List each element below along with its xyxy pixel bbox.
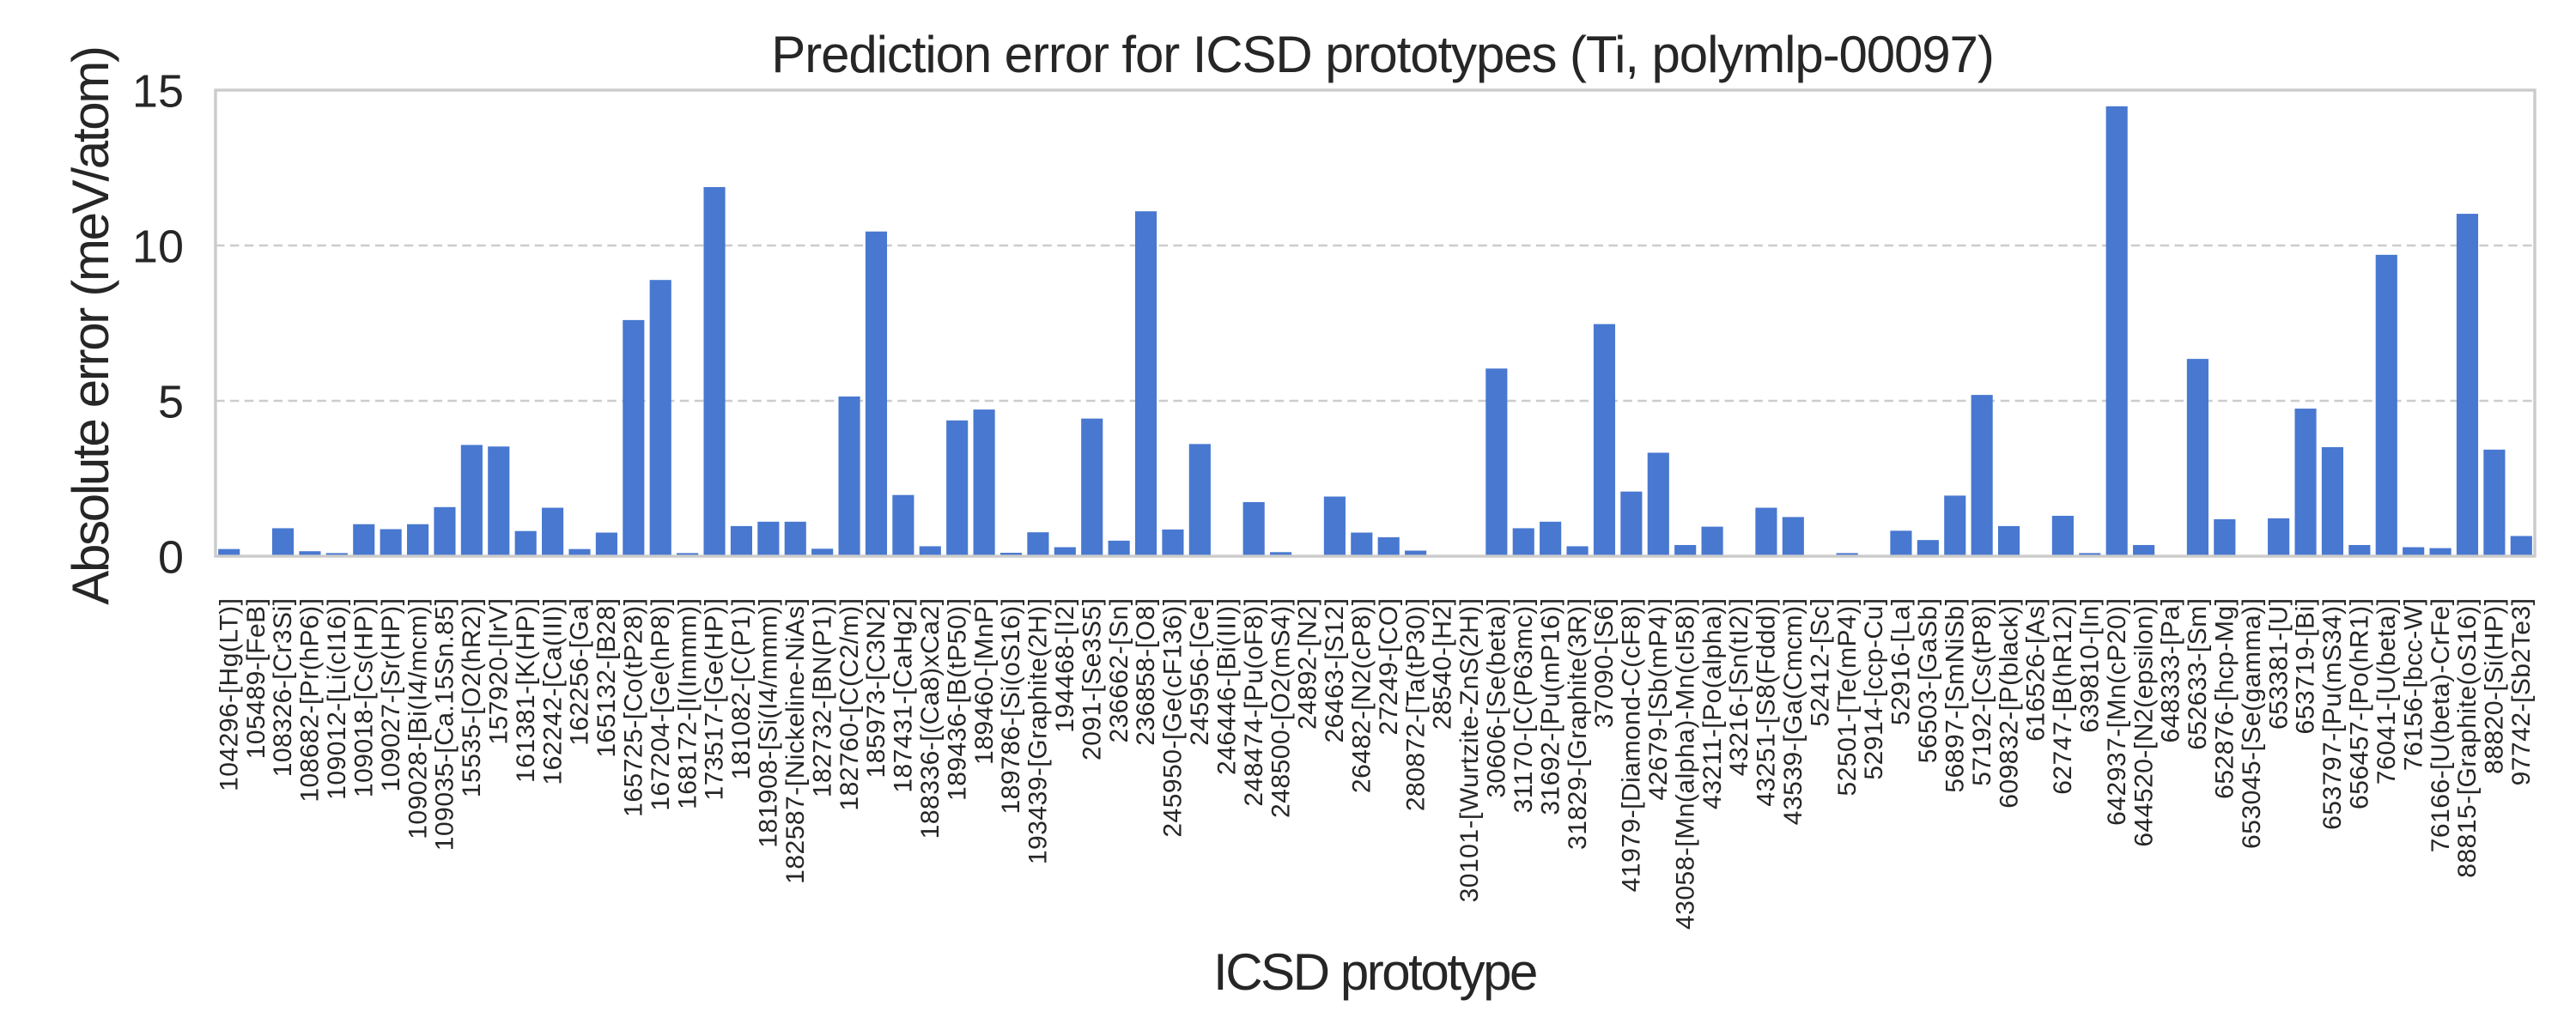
svg-text:109035-[Ca.15Sn.85]: 109035-[Ca.15Sn.85] (431, 598, 459, 851)
svg-text:182732-[BN(P1)]: 182732-[BN(P1)] (808, 598, 836, 798)
svg-text:52914-[ccp-Cu]: 52914-[ccp-Cu] (1860, 598, 1888, 780)
svg-text:653381-[U]: 653381-[U] (2264, 598, 2293, 730)
svg-text:41979-[Diamond-C(cF8)]: 41979-[Diamond-C(cF8)] (1618, 598, 1646, 893)
svg-text:236858-[O8]: 236858-[O8] (1132, 598, 1160, 746)
svg-text:653045-[Se(gamma)]: 653045-[Se(gamma)] (2238, 598, 2266, 849)
svg-text:43539-[Ga(Cmcm)]: 43539-[Ga(Cmcm)] (1779, 598, 1807, 826)
svg-text:639810-[In]: 639810-[In] (2075, 598, 2104, 733)
svg-text:37090-[S6]: 37090-[S6] (1590, 598, 1619, 729)
svg-text:15: 15 (132, 66, 184, 118)
svg-text:26463-[S12]: 26463-[S12] (1321, 598, 1349, 743)
svg-text:0: 0 (158, 532, 184, 584)
svg-text:31170-[C(P63mc)]: 31170-[C(P63mc)] (1510, 598, 1538, 814)
svg-text:56897-[SmNiSb]: 56897-[SmNiSb] (1941, 598, 1969, 793)
svg-text:189786-[Si(oS16)]: 189786-[Si(oS16)] (997, 598, 1025, 815)
svg-text:109028-[Bi(I4/mcm)]: 109028-[Bi(I4/mcm)] (404, 598, 432, 839)
svg-text:30101-[Wurtzite-ZnS(2H)]: 30101-[Wurtzite-ZnS(2H)] (1455, 598, 1484, 903)
svg-text:653719-[Bi]: 653719-[Bi] (2292, 598, 2320, 735)
svg-text:248474-[Pu(oF8)]: 248474-[Pu(oF8)] (1240, 598, 1268, 807)
svg-text:57192-[Cs(tP8)]: 57192-[Cs(tP8)] (1968, 598, 1996, 786)
svg-text:167204-[Ge(hP8)]: 167204-[Ge(hP8)] (647, 598, 675, 811)
svg-text:24892-[N2]: 24892-[N2] (1294, 598, 1322, 730)
svg-text:189460-[MnP]: 189460-[MnP] (970, 598, 999, 765)
svg-text:31692-[Pu(mP16)]: 31692-[Pu(mP16)] (1536, 598, 1564, 815)
svg-text:616526-[As]: 616526-[As] (2022, 598, 2050, 742)
svg-text:652633-[Sm]: 652633-[Sm] (2184, 598, 2212, 750)
svg-text:27249-[CO]: 27249-[CO] (1375, 598, 1403, 736)
svg-text:97742-[Sb2Te3]: 97742-[Sb2Te3] (2507, 598, 2536, 786)
svg-text:165132-[B28]: 165132-[B28] (592, 598, 621, 758)
svg-text:108682-[Pr(hP6)]: 108682-[Pr(hP6)] (296, 598, 325, 803)
svg-text:52412-[Sc]: 52412-[Sc] (1806, 598, 1834, 727)
svg-text:62747-[B(hR12)]: 62747-[B(hR12)] (2049, 598, 2077, 795)
svg-text:182587-[Nickeline-NiAs]: 182587-[Nickeline-NiAs] (781, 598, 810, 884)
svg-text:185973-[C3N2]: 185973-[C3N2] (862, 598, 890, 779)
svg-text:653797-[Pu(mS34)]: 653797-[Pu(mS34)] (2318, 598, 2347, 830)
svg-text:157920-[IrV]: 157920-[IrV] (484, 598, 513, 745)
svg-text:162256-[Ga]: 162256-[Ga] (566, 598, 594, 746)
svg-text:245956-[Ge]: 245956-[Ge] (1186, 598, 1214, 746)
svg-text:187431-[CaHg2]: 187431-[CaHg2] (890, 598, 918, 793)
svg-text:43058-[Mn(alpha)-Mn(cI58)]: 43058-[Mn(alpha)-Mn(cI58)] (1671, 598, 1699, 930)
svg-text:52501-[Te(mP4)]: 52501-[Te(mP4)] (1833, 598, 1862, 797)
svg-text:181908-[Si(I4/mmm)]: 181908-[Si(I4/mmm)] (755, 598, 783, 848)
svg-text:189436-[B(tP50)]: 189436-[B(tP50)] (943, 598, 971, 801)
svg-text:Prediction error for ICSD prot: Prediction error for ICSD prototypes (Ti… (771, 26, 1993, 83)
svg-text:188336-[(Ca8)xCa2]: 188336-[(Ca8)xCa2] (916, 598, 945, 839)
svg-text:5: 5 (158, 377, 184, 428)
svg-text:56503-[GaSb]: 56503-[GaSb] (1914, 598, 1942, 764)
svg-text:109027-[Sr(HP)]: 109027-[Sr(HP)] (377, 598, 405, 792)
svg-text:43216-[Sn(tI2)]: 43216-[Sn(tI2)] (1725, 598, 1753, 777)
svg-text:173517-[Ge(HP)]: 173517-[Ge(HP)] (701, 598, 729, 801)
svg-text:30606-[Se(beta)]: 30606-[Se(beta)] (1483, 598, 1511, 798)
svg-text:26482-[N2(cP8)]: 26482-[N2(cP8)] (1348, 598, 1376, 794)
svg-text:246446-[Bi(III)]: 246446-[Bi(III)] (1212, 598, 1241, 775)
svg-text:108326-[Cr3Si]: 108326-[Cr3Si] (269, 598, 297, 778)
svg-text:ICSD prototype: ICSD prototype (1213, 943, 1536, 1001)
svg-text:182760-[C(C2/m)]: 182760-[C(C2/m)] (835, 598, 864, 811)
svg-text:245950-[Ge(cF136)]: 245950-[Ge(cF136)] (1159, 598, 1188, 838)
svg-text:52916-[La]: 52916-[La] (1887, 598, 1916, 725)
svg-text:109018-[Cs(HP)]: 109018-[Cs(HP)] (349, 598, 378, 798)
svg-text:43211-[Po(alpha)]: 43211-[Po(alpha)] (1698, 598, 1727, 809)
svg-text:656457-[Po(hR1)]: 656457-[Po(hR1)] (2346, 598, 2374, 809)
svg-text:642937-[Mn(cP20)]: 642937-[Mn(cP20)] (2103, 598, 2131, 826)
svg-text:248500-[O2(mS4)]: 248500-[O2(mS4)] (1267, 598, 1295, 818)
svg-text:42679-[Sb(mP4)]: 42679-[Sb(mP4)] (1644, 598, 1673, 801)
svg-text:104296-[Hg(LT)]: 104296-[Hg(LT)] (215, 598, 243, 791)
svg-text:652876-[hcp-Mg]: 652876-[hcp-Mg] (2211, 598, 2239, 799)
svg-text:76166-[U(beta)-CrFe]: 76166-[U(beta)-CrFe] (2427, 598, 2455, 853)
svg-text:15535-[O2(hR2)]: 15535-[O2(hR2)] (458, 598, 486, 798)
svg-text:181082-[C(P1)]: 181082-[C(P1)] (727, 598, 756, 780)
svg-text:Absolute error (meV/atom): Absolute error (meV/atom) (62, 47, 119, 604)
svg-text:76041-[U(beta)]: 76041-[U(beta)] (2372, 598, 2401, 785)
svg-text:193439-[Graphite(2H)]: 193439-[Graphite(2H)] (1024, 598, 1053, 865)
svg-text:609832-[P(black)]: 609832-[P(black)] (1995, 598, 2023, 809)
svg-text:162242-[Ca(III)]: 162242-[Ca(III)] (538, 598, 567, 785)
svg-text:2091-[Se3S5]: 2091-[Se3S5] (1078, 598, 1106, 760)
svg-text:88815-[Graphite(oS16)]: 88815-[Graphite(oS16)] (2453, 598, 2482, 878)
svg-text:161381-[K(HP)]: 161381-[K(HP)] (512, 598, 540, 783)
svg-text:168172-[I(Immm)]: 168172-[I(Immm)] (673, 598, 702, 809)
svg-text:165725-[Co(tP28)]: 165725-[Co(tP28)] (620, 598, 648, 817)
svg-text:31829-[Graphite(3R)]: 31829-[Graphite(3R)] (1564, 598, 1592, 850)
svg-text:43251-[S8(Fddd)]: 43251-[S8(Fddd)] (1753, 598, 1781, 807)
svg-text:648333-[Pa]: 648333-[Pa] (2157, 598, 2185, 743)
svg-text:105489-[FeB]: 105489-[FeB] (242, 598, 270, 760)
svg-text:109012-[Li(cI16)]: 109012-[Li(cI16)] (323, 598, 351, 800)
svg-text:28540-[H2]: 28540-[H2] (1429, 598, 1457, 730)
svg-text:76156-[bcc-W]: 76156-[bcc-W] (2399, 598, 2427, 772)
svg-text:280872-[Ta(tP30)]: 280872-[Ta(tP30)] (1401, 598, 1430, 812)
svg-text:194468-[I2]: 194468-[I2] (1051, 598, 1079, 733)
svg-text:88820-[Si(HP)]: 88820-[Si(HP)] (2481, 598, 2509, 774)
svg-text:10: 10 (132, 221, 184, 273)
svg-text:236662-[Sn]: 236662-[Sn] (1105, 598, 1133, 743)
svg-text:644520-[N2(epsilon)]: 644520-[N2(epsilon)] (2129, 598, 2158, 847)
